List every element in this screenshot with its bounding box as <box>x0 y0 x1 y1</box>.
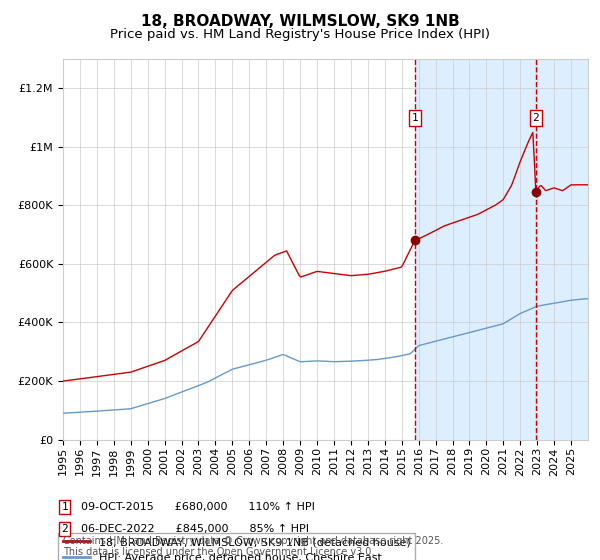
Text: 1: 1 <box>412 113 418 123</box>
Bar <box>415 59 588 440</box>
Text: 09-OCT-2015      £680,000      110% ↑ HPI: 09-OCT-2015 £680,000 110% ↑ HPI <box>81 502 315 512</box>
Legend: 18, BROADWAY, WILMSLOW, SK9 1NB (detached house), HPI: Average price, detached h: 18, BROADWAY, WILMSLOW, SK9 1NB (detache… <box>58 533 415 560</box>
Text: 1: 1 <box>61 502 68 512</box>
Text: Price paid vs. HM Land Registry's House Price Index (HPI): Price paid vs. HM Land Registry's House … <box>110 28 490 41</box>
Text: 18, BROADWAY, WILMSLOW, SK9 1NB: 18, BROADWAY, WILMSLOW, SK9 1NB <box>140 14 460 29</box>
Text: 2: 2 <box>532 113 539 123</box>
Text: Contains HM Land Registry data © Crown copyright and database right 2025.
This d: Contains HM Land Registry data © Crown c… <box>63 535 443 557</box>
Text: 06-DEC-2022      £845,000      85% ↑ HPI: 06-DEC-2022 £845,000 85% ↑ HPI <box>81 524 309 534</box>
Text: 2: 2 <box>61 524 68 534</box>
